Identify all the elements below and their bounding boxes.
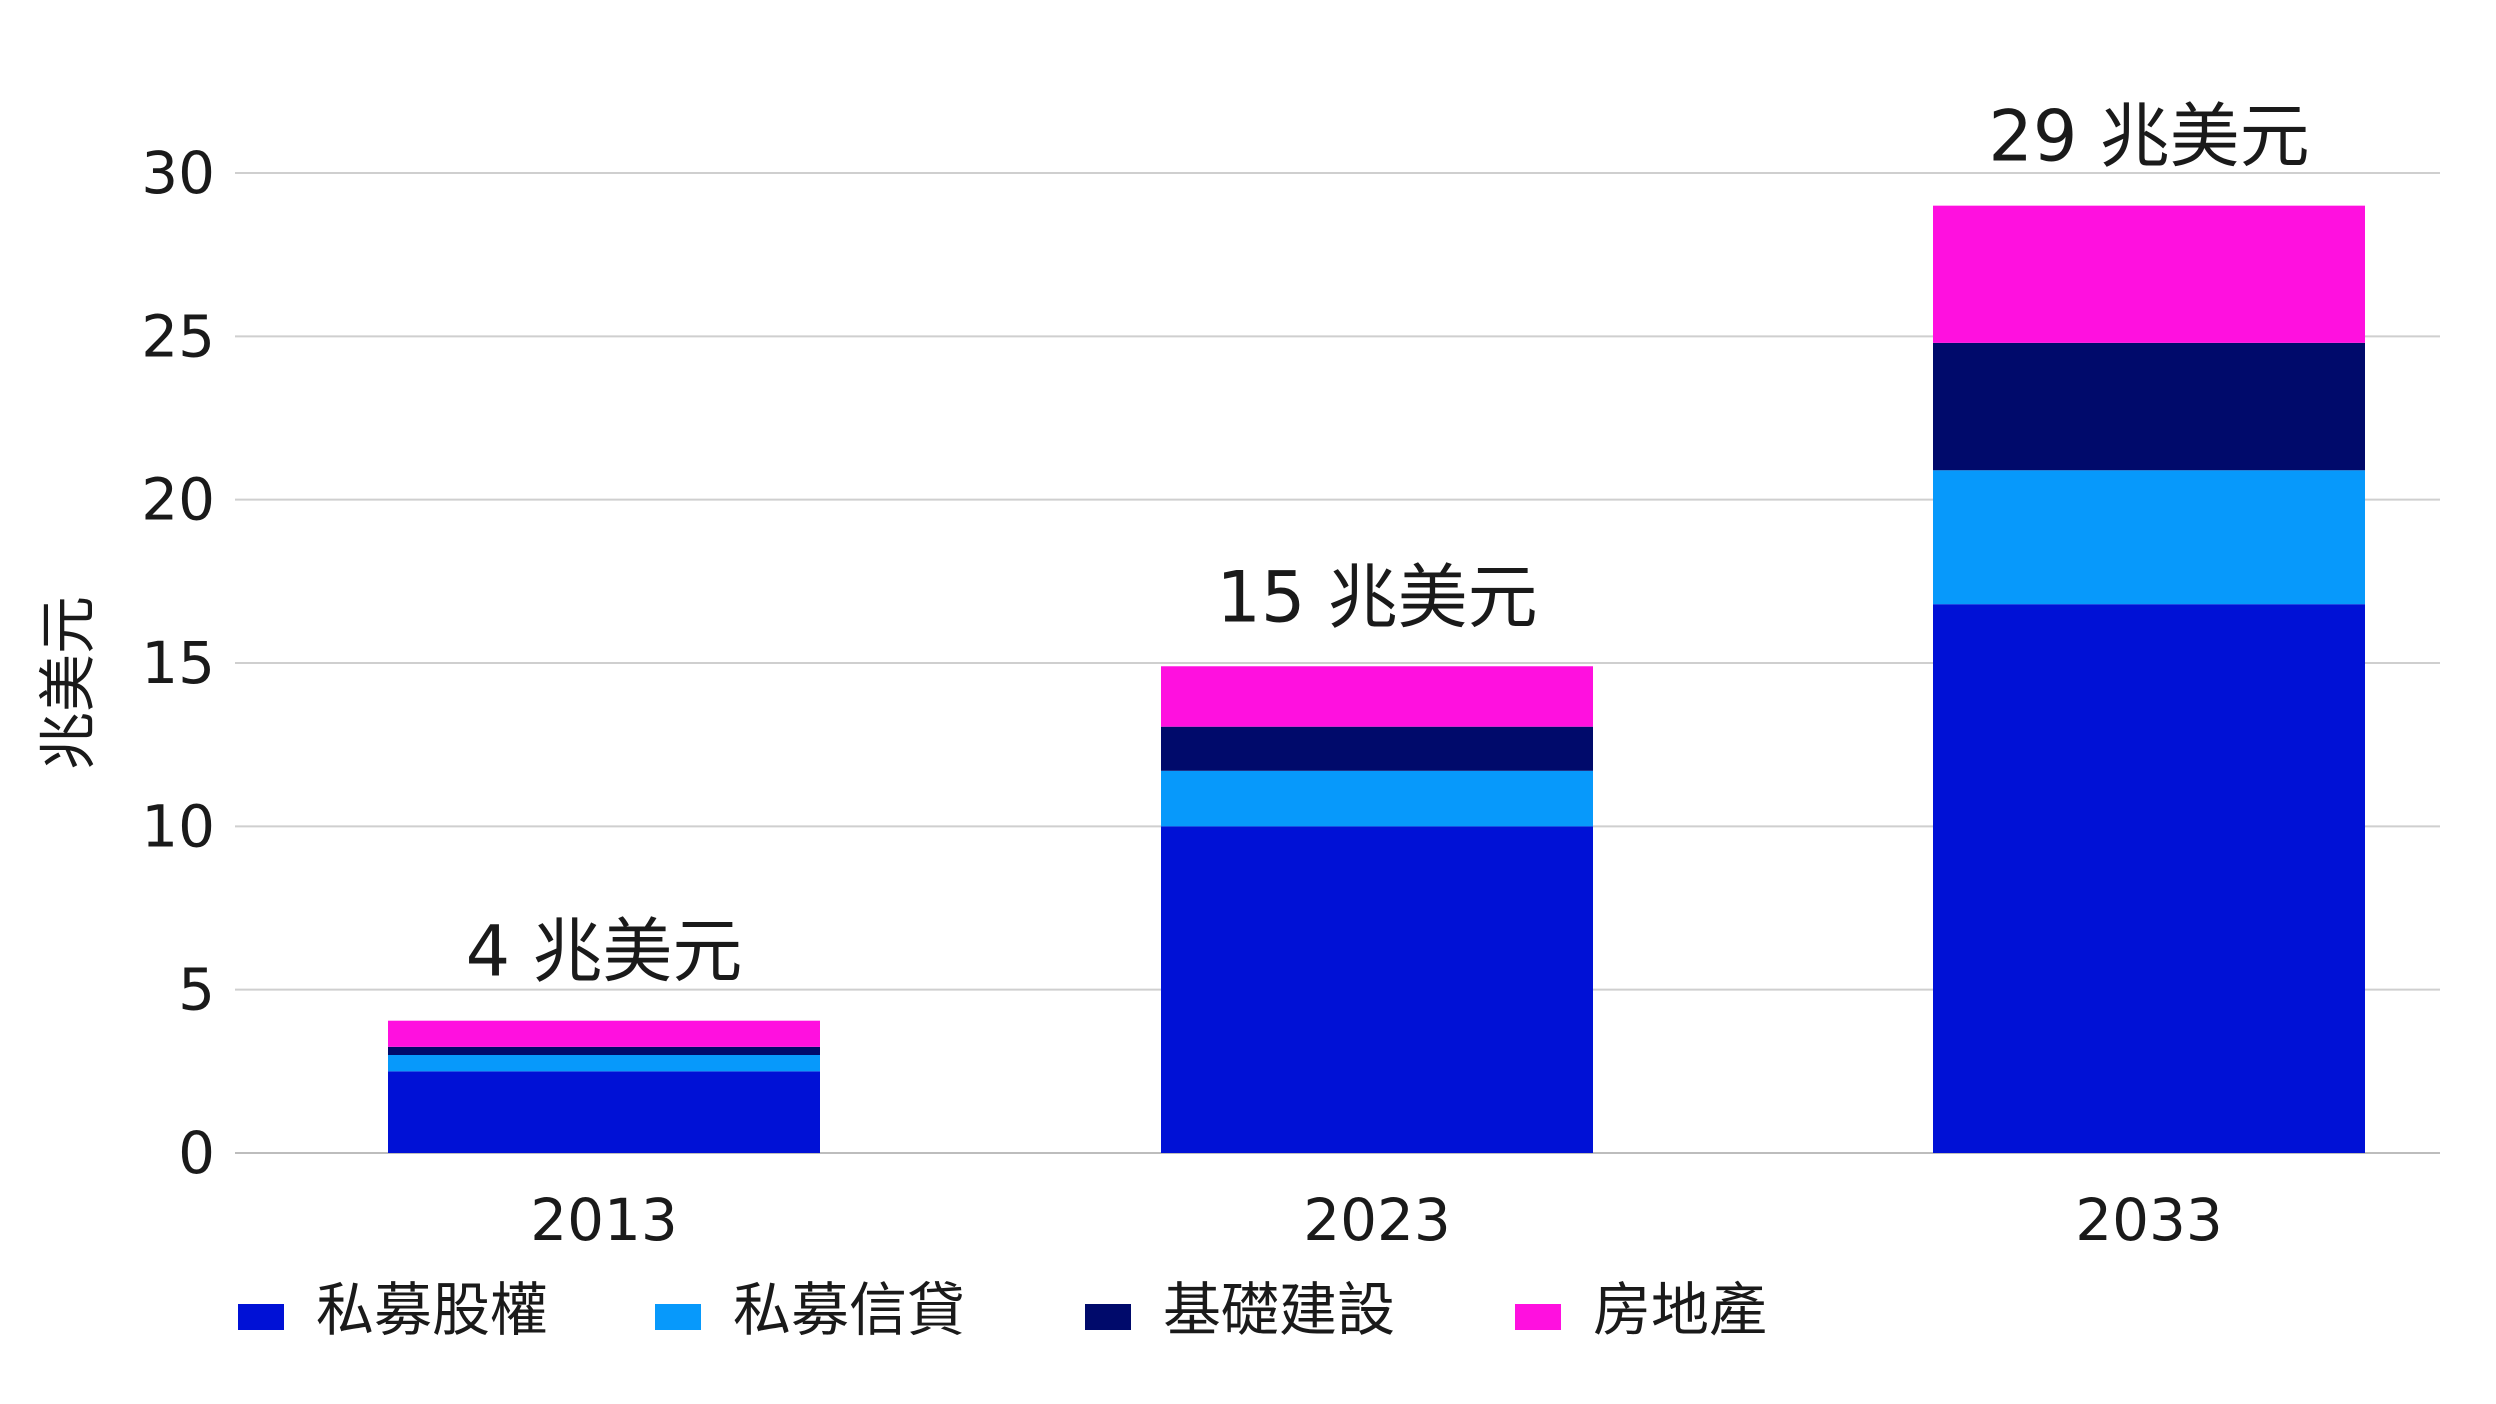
legend-swatch	[1085, 1304, 1131, 1330]
x-tick-label-2023: 2023	[1303, 1186, 1451, 1254]
legend: 私募股權 私募信貸 基礎建設 房地產	[238, 1276, 1767, 1344]
bar-2023-series-1	[1161, 826, 1593, 1153]
y-tick-label: 30	[141, 139, 215, 207]
bar-2023-series-2	[1161, 770, 1593, 827]
legend-label: 房地產	[1593, 1276, 1767, 1344]
y-tick-label: 20	[141, 466, 215, 534]
y-tick-label: 15	[141, 629, 215, 697]
total-label-2023: 15 兆美元	[1216, 556, 1537, 638]
legend-item-1: 私募股權	[238, 1276, 548, 1344]
legend-label: 私募信貸	[733, 1276, 965, 1344]
legend-item-4: 房地產	[1515, 1276, 1767, 1344]
bar-2033-series-2	[1933, 470, 2365, 605]
y-axis-title: 兆美元	[34, 596, 102, 770]
legend-swatch	[655, 1304, 701, 1330]
y-tick-label: 25	[141, 302, 215, 370]
bar-2033-series-1	[1933, 604, 2365, 1153]
bar-2033-series-3	[1933, 342, 2365, 471]
bar-2013-series-3	[388, 1046, 820, 1055]
total-label-2013: 4 兆美元	[466, 911, 743, 993]
y-tick-label: 10	[141, 792, 215, 860]
legend-item-2: 私募信貸	[655, 1276, 965, 1344]
bar-2013-series-4	[388, 1020, 820, 1047]
y-tick-label: 0	[178, 1119, 215, 1187]
x-tick-label-2013: 2013	[530, 1186, 678, 1254]
legend-item-3: 基礎建設	[1085, 1276, 1395, 1344]
x-axis-ticks: 2013 2023 2033	[530, 1186, 2223, 1254]
y-axis-ticks: 0 5 10 15 20 25 30	[141, 139, 215, 1187]
legend-label: 私募股權	[316, 1276, 548, 1344]
legend-swatch	[1515, 1304, 1561, 1330]
bars	[388, 205, 2365, 1153]
legend-swatch	[238, 1304, 284, 1330]
bar-2023-series-4	[1161, 666, 1593, 727]
legend-label: 基礎建設	[1163, 1276, 1395, 1344]
bar-2013-series-1	[388, 1071, 820, 1153]
total-labels: 4 兆美元 15 兆美元 29 兆美元	[466, 96, 2310, 993]
y-tick-label: 5	[178, 956, 215, 1024]
bar-2033-series-4	[1933, 205, 2365, 343]
bar-2013-series-2	[388, 1055, 820, 1072]
total-label-2033: 29 兆美元	[1988, 96, 2309, 178]
x-tick-label-2033: 2033	[2075, 1186, 2223, 1254]
bar-2023-series-3	[1161, 726, 1593, 771]
